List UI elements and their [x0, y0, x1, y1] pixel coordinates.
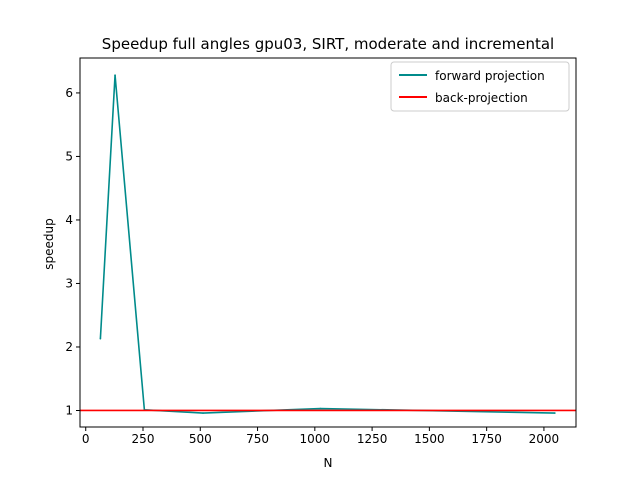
chart-title: Speedup full angles gpu03, SIRT, moderat…: [102, 35, 554, 53]
y-tick-label: 3: [65, 276, 73, 290]
series-line-forward-projection: [99, 74, 555, 414]
y-axis-label: speedup: [42, 218, 56, 269]
x-tick-label: 0: [82, 432, 90, 446]
x-tick-label: 1500: [414, 432, 445, 446]
y-tick-label: 4: [65, 213, 73, 227]
data-point-forward-projection: [319, 407, 322, 410]
y-tick-label: 1: [65, 403, 73, 417]
legend-box: [390, 61, 570, 112]
axes-frame: [79, 57, 577, 428]
x-tick-label: 500: [189, 432, 212, 446]
x-tick-label: 2000: [529, 432, 560, 446]
x-tick-label: 1250: [357, 432, 388, 446]
x-tick-label: 1000: [300, 432, 331, 446]
legend-label-forward-projection: forward projection: [435, 69, 545, 83]
plot-area: [79, 57, 577, 428]
data-point-forward-projection: [114, 74, 116, 76]
x-axis-label: N: [324, 456, 333, 470]
y-tick-label: 2: [65, 340, 73, 354]
x-tick-label: 1750: [471, 432, 502, 446]
x-tick-label: 250: [132, 432, 155, 446]
x-axis-ticks: 0 250 500 750 1000 1250 1500 1750 2000: [82, 427, 559, 446]
series-layer: [80, 74, 576, 414]
x-tick-label: 750: [246, 432, 269, 446]
y-axis-ticks: 1 2 3 4 5 6: [65, 86, 80, 417]
legend: forward projection back-projection: [390, 61, 570, 112]
data-point-forward-projection: [99, 337, 102, 340]
data-point-forward-projection: [554, 412, 556, 414]
y-tick-label: 5: [65, 149, 73, 163]
legend-label-back-projection: back-projection: [435, 91, 528, 105]
y-tick-label: 6: [65, 86, 73, 100]
data-point-forward-projection: [202, 412, 204, 414]
